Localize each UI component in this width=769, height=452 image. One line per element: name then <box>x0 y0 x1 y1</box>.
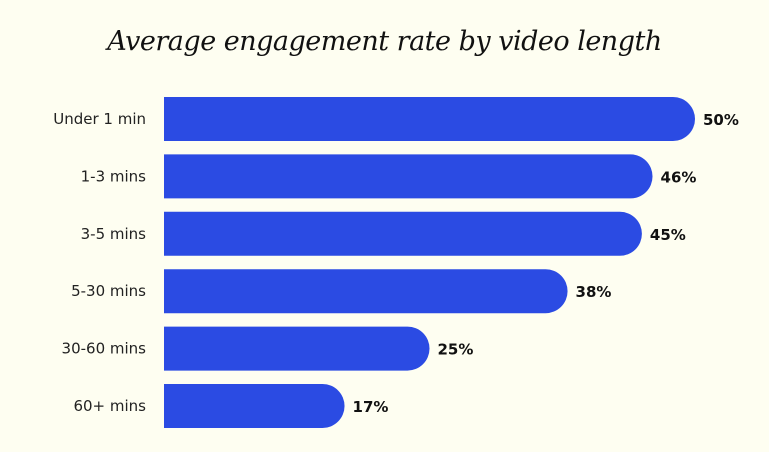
chart-title: Average engagement rate by video length <box>107 26 662 57</box>
category-label: 3-5 mins <box>81 225 147 243</box>
value-label: 45% <box>650 226 686 244</box>
bar <box>164 269 568 314</box>
value-label: 25% <box>438 341 474 359</box>
bar <box>164 326 430 371</box>
category-label: 1-3 mins <box>81 167 147 185</box>
bar <box>164 211 642 256</box>
value-label: 38% <box>576 283 612 301</box>
category-label: 5-30 mins <box>71 282 146 300</box>
category-label: 30-60 mins <box>62 340 147 358</box>
bar <box>164 384 345 428</box>
category-label: Under 1 min <box>53 110 146 128</box>
bar <box>164 154 653 199</box>
category-label: 60+ mins <box>73 397 146 415</box>
value-label: 50% <box>703 111 739 129</box>
bar <box>164 97 695 141</box>
value-label: 17% <box>353 398 389 416</box>
value-label: 46% <box>661 168 697 186</box>
